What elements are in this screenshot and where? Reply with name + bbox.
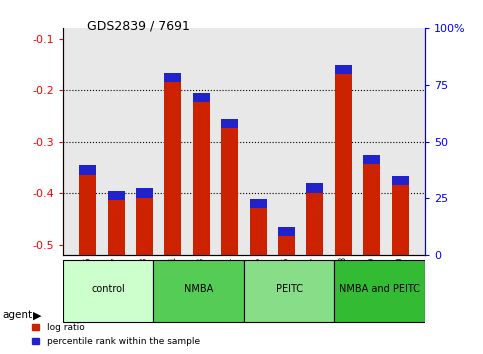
Bar [306, 188, 324, 255]
Bar [363, 155, 380, 164]
Bar [63, 260, 154, 322]
Bar [250, 199, 267, 208]
Text: NMBA and PEITC: NMBA and PEITC [340, 284, 420, 294]
Bar [193, 93, 210, 102]
Bar [392, 180, 409, 255]
Bar [278, 227, 295, 236]
Bar [193, 98, 210, 255]
Bar [108, 196, 125, 255]
Bar [278, 232, 295, 255]
Bar [335, 69, 352, 255]
Bar [221, 124, 238, 255]
Bar [154, 260, 244, 322]
Bar [221, 119, 238, 128]
Bar [79, 170, 96, 255]
Bar [334, 260, 425, 322]
Bar [250, 204, 267, 255]
Bar [335, 65, 352, 74]
Text: NMBA: NMBA [184, 284, 213, 294]
Legend: log ratio, percentile rank within the sample: log ratio, percentile rank within the sa… [28, 320, 203, 349]
Bar [108, 191, 125, 200]
Text: ▶: ▶ [33, 311, 42, 321]
Bar [392, 176, 409, 185]
Bar [136, 193, 153, 255]
Bar [164, 73, 182, 82]
Text: GDS2839 / 7691: GDS2839 / 7691 [87, 19, 190, 33]
Bar [244, 260, 334, 322]
Text: control: control [91, 284, 125, 294]
Text: agent: agent [2, 310, 32, 320]
Bar [79, 165, 96, 175]
Text: PEITC: PEITC [276, 284, 303, 294]
Bar [306, 183, 324, 193]
Bar [164, 77, 182, 255]
Bar [136, 188, 153, 198]
Bar [363, 160, 380, 255]
